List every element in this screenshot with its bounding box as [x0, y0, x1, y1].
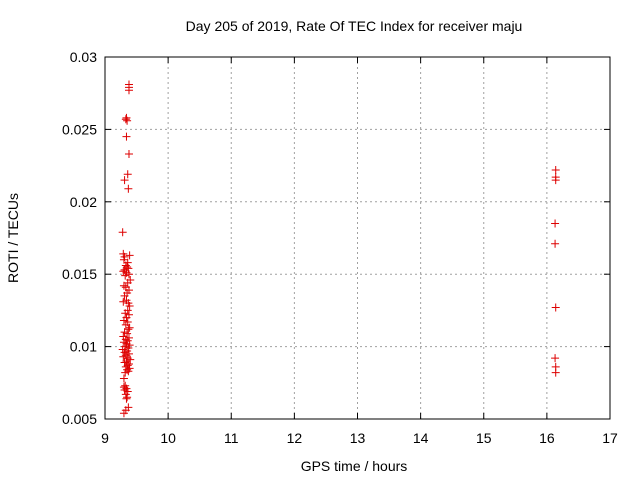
y-tick-label: 0.01 — [70, 339, 97, 355]
data-point — [123, 393, 132, 402]
data-point — [125, 251, 134, 260]
x-tick-label: 13 — [350, 430, 366, 446]
y-tick-label: 0.03 — [70, 49, 97, 65]
data-point — [119, 374, 128, 383]
data-point — [118, 228, 127, 237]
data-point — [120, 176, 129, 185]
data-point — [551, 165, 560, 174]
data-point — [121, 115, 130, 124]
tick-labels: 9 10 11 12 13 14 15 16 17 0.005 0.01 0.015 0.02 0.025… — [62, 49, 618, 446]
y-axis-label: ROTI / TECUs — [5, 193, 21, 283]
x-tick-label: 12 — [287, 430, 303, 446]
y-tick-label: 0.02 — [70, 194, 97, 210]
y-tick-label: 0.005 — [62, 411, 97, 427]
data-point — [124, 86, 133, 95]
data-point — [551, 219, 560, 228]
data-point — [121, 271, 130, 280]
x-tick-label: 11 — [224, 430, 239, 446]
x-tick-label: 15 — [476, 430, 492, 446]
data-point — [125, 302, 134, 311]
data-point — [119, 281, 128, 290]
data-point — [122, 132, 131, 141]
data-point — [124, 270, 133, 279]
data-point — [121, 309, 130, 318]
plot-frame — [104, 56, 611, 420]
data-point — [123, 116, 132, 125]
data-point — [121, 368, 130, 377]
x-axis-label: GPS time / hours — [301, 458, 408, 474]
data-point — [551, 368, 560, 377]
data-point — [125, 323, 134, 332]
x-tick-label: 14 — [413, 430, 429, 446]
data-point — [120, 291, 129, 300]
data-points — [118, 80, 560, 418]
data-point — [122, 394, 131, 403]
chart-title: Day 205 of 2019, Rate Of TEC Index for r… — [186, 18, 523, 34]
data-point — [551, 239, 560, 248]
data-point — [119, 316, 128, 325]
data-point — [124, 184, 133, 193]
y-tick-label: 0.015 — [62, 266, 97, 282]
x-tick-label: 16 — [539, 430, 555, 446]
data-point — [119, 409, 128, 418]
data-point — [551, 176, 560, 185]
data-point — [123, 170, 132, 179]
grid — [105, 57, 610, 419]
x-tick-label: 10 — [160, 430, 176, 446]
y-tick-label: 0.025 — [62, 121, 97, 137]
x-tick-label: 9 — [101, 430, 109, 446]
data-point — [119, 352, 128, 361]
data-point — [126, 355, 135, 364]
data-point — [124, 150, 133, 159]
data-point — [124, 264, 133, 273]
data-point — [551, 354, 560, 363]
x-tick-label: 17 — [602, 430, 618, 446]
data-point — [551, 303, 560, 312]
